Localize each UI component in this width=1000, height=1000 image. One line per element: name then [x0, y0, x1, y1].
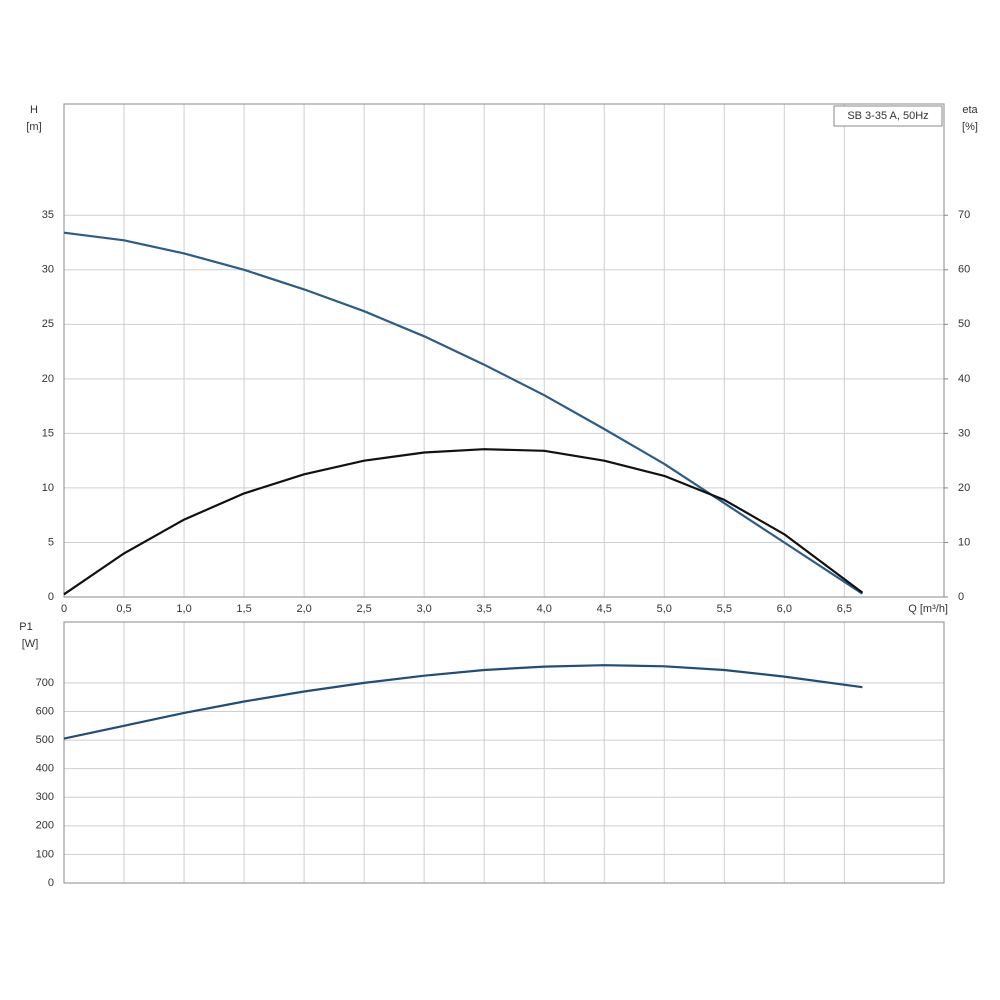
- x-tick-label: 1,5: [236, 603, 251, 615]
- series-line: [63, 664, 863, 740]
- x-tick-label: 2,5: [356, 603, 371, 615]
- series-line: [63, 448, 864, 596]
- y-tick-label: 300: [36, 791, 54, 803]
- chart-title: SB 3-35 A, 50Hz: [847, 110, 928, 122]
- y-tick-label: 0: [48, 591, 54, 603]
- y-tick-label: 200: [36, 820, 54, 832]
- x-tick-label: 0: [61, 603, 67, 615]
- y-tick-label: 10: [42, 482, 54, 494]
- legend-box: [833, 105, 943, 127]
- top-plot-frame: [63, 103, 945, 598]
- x-tick-label: 4,0: [537, 603, 552, 615]
- y-tick-label: 100: [36, 848, 54, 860]
- y2-unit: [%]: [962, 121, 978, 133]
- y-tick-label: 0: [48, 877, 54, 889]
- y-tick-label: 600: [36, 705, 54, 717]
- y-tick-label: 15: [42, 427, 54, 439]
- y-tick-label: 30: [42, 264, 54, 276]
- y-tick-label: 400: [36, 763, 54, 775]
- x-tick-label: 1,0: [176, 603, 191, 615]
- y-tick-label: 5: [48, 536, 54, 548]
- y2-label: eta: [962, 104, 978, 116]
- y2-tick-label: 40: [958, 373, 970, 385]
- y-tick-label: 35: [42, 209, 54, 221]
- x-tick-label: 5,0: [657, 603, 672, 615]
- bottom-plot-frame: [63, 621, 945, 884]
- y2-tick-label: 70: [958, 209, 970, 221]
- x-tick-label: 2,0: [296, 603, 311, 615]
- x-label: Q [m³/h]: [908, 603, 948, 615]
- y-label: H: [30, 104, 38, 116]
- x-tick-label: 3,5: [477, 603, 492, 615]
- y2-tick-label: 60: [958, 264, 970, 276]
- y-tick-label: 700: [36, 677, 54, 689]
- y-tick-label: 25: [42, 318, 54, 330]
- y-unit: [W]: [22, 638, 39, 650]
- y-label: P1: [19, 621, 32, 633]
- y2-tick-label: 10: [958, 536, 970, 548]
- x-tick-label: 6,5: [837, 603, 852, 615]
- y2-tick-label: 30: [958, 427, 970, 439]
- y2-tick-label: 20: [958, 482, 970, 494]
- x-tick-label: 6,0: [777, 603, 792, 615]
- y-tick-label: 500: [36, 734, 54, 746]
- x-tick-label: 5,5: [717, 603, 732, 615]
- y-unit: [m]: [26, 121, 41, 133]
- x-tick-label: 3,0: [417, 603, 432, 615]
- y2-tick-label: 0: [958, 591, 964, 603]
- x-tick-label: 0,5: [116, 603, 131, 615]
- x-tick-label: 4,5: [597, 603, 612, 615]
- y-tick-label: 20: [42, 373, 54, 385]
- y2-tick-label: 50: [958, 318, 970, 330]
